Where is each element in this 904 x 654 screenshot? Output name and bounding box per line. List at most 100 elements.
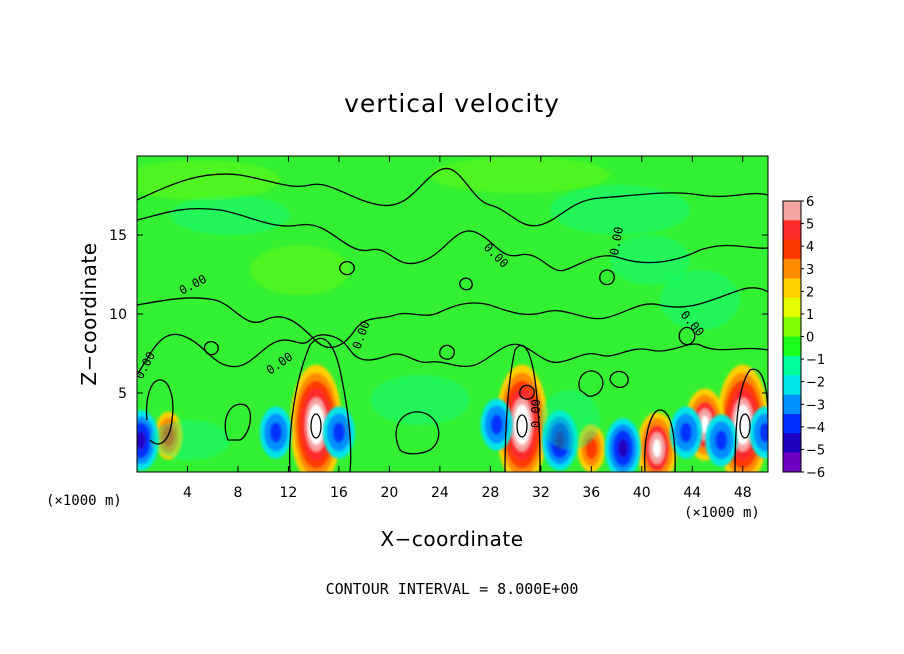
y-tick-label: 10 — [109, 307, 127, 323]
colorbar-segment — [783, 201, 801, 221]
downdraft-cell — [604, 418, 641, 472]
x-axis-label: X−coordinate — [380, 527, 523, 551]
y-axis-label: Z−coordinate — [77, 242, 101, 385]
colorbar-segment — [783, 297, 801, 318]
colorbar-segment — [783, 355, 801, 376]
contour-line — [578, 370, 604, 397]
contour-line — [439, 344, 455, 360]
colorbar-segment — [783, 220, 801, 241]
x-tick-label: 44 — [683, 485, 701, 501]
velocity-band — [652, 439, 661, 458]
contour-line — [519, 384, 535, 400]
contour-line — [145, 379, 174, 445]
contour-line — [739, 413, 751, 439]
colorbar-tick-label: −1 — [806, 353, 825, 368]
contour-line — [734, 368, 768, 472]
contour-line — [137, 207, 768, 272]
x-tick-label: 36 — [582, 485, 600, 501]
colorbar-tick-label: −6 — [806, 466, 825, 481]
downdraft-cell — [322, 406, 355, 459]
x-tick-label: 28 — [481, 485, 499, 501]
weak-updraft-patch — [430, 157, 610, 193]
contour-line — [289, 337, 352, 472]
colorbar-segment — [783, 278, 801, 299]
downdraft-cell — [259, 406, 292, 459]
weak-downdraft-patch — [550, 185, 690, 235]
contour-line — [137, 333, 768, 376]
colorbar-tick-label: 6 — [806, 195, 814, 210]
contour-line — [644, 409, 676, 472]
colorbar-segment — [783, 413, 801, 434]
weak-updraft-patch — [250, 245, 350, 295]
x-axis-ticks: 4 8 12 16 20 24 28 32 36 40 44 48 — [183, 156, 752, 501]
x-tick-label: 20 — [380, 485, 398, 501]
downdraft-cell — [705, 414, 738, 467]
contour-line — [516, 414, 528, 438]
x-tick-label: 4 — [183, 485, 192, 501]
colorbar-tick-label: 2 — [806, 285, 814, 300]
x-tick-label: 12 — [280, 485, 298, 501]
x-unit-label-right: (×1000 m) — [684, 505, 760, 521]
updraft-cell — [636, 412, 677, 472]
velocity-band — [715, 430, 728, 451]
colorbar-tick-label: 3 — [806, 263, 814, 278]
contour-line — [678, 326, 696, 346]
velocity-band — [513, 404, 530, 445]
colorbar-segment — [783, 317, 801, 337]
contour-line — [459, 277, 473, 291]
velocity-band — [332, 422, 345, 443]
x-tick-label: 40 — [633, 485, 651, 501]
weak-downdraft-patch — [170, 195, 290, 235]
y-tick-label: 5 — [118, 386, 127, 402]
x-unit-label-left: (×1000 m) — [46, 493, 122, 509]
downdraft-cell — [480, 398, 513, 451]
velocity-band — [617, 439, 628, 458]
contour-line — [609, 370, 629, 388]
colorbar-segment — [783, 375, 801, 396]
contour-line — [599, 269, 615, 286]
contour-line — [395, 411, 440, 455]
contour-line — [203, 340, 219, 356]
weak-downdraft-patch — [660, 270, 740, 330]
contour-line — [339, 260, 355, 276]
colorbar-tick-label: −5 — [806, 443, 825, 458]
velocity-band — [679, 422, 692, 443]
downdraft-cell — [749, 406, 768, 459]
colorbar-segment — [783, 239, 801, 260]
x-tick-label: 8 — [233, 485, 242, 501]
contour-lines — [137, 167, 768, 472]
x-tick-label: 24 — [431, 485, 449, 501]
colorbar-tick-label: −2 — [806, 376, 825, 391]
x-tick-label: 16 — [330, 485, 348, 501]
contour-line — [310, 413, 322, 439]
contour-line — [137, 167, 768, 227]
downdraft-cell — [137, 410, 159, 471]
colorbar-tick-label: 1 — [806, 308, 814, 323]
weak-downdraft-patch — [370, 375, 470, 425]
weak-downdraft-patch — [610, 235, 690, 285]
colorbar-segment — [783, 452, 801, 473]
velocity-band — [759, 422, 768, 443]
colorbar-tick-label: 5 — [806, 218, 814, 233]
x-tick-label: 32 — [532, 485, 550, 501]
y-axis-ticks: 5 10 15 — [109, 228, 768, 402]
chart-title: vertical velocity — [344, 89, 560, 118]
velocity-band — [490, 414, 503, 435]
colorbar-segment — [783, 394, 801, 415]
velocity-band — [137, 431, 146, 450]
weak-updraft-patch — [137, 160, 280, 200]
velocity-band — [269, 422, 282, 443]
contour-label: 0.00 — [607, 226, 626, 257]
downdraft-cell — [669, 406, 702, 459]
colorbar-tick-label: −3 — [806, 398, 825, 413]
weak-downdraft-patch — [540, 390, 600, 450]
colorbar-tick-label: −4 — [806, 421, 825, 436]
contour-line — [224, 403, 252, 441]
weak-downdraft-patch — [150, 420, 230, 460]
colorbar-tick-label: 4 — [806, 240, 814, 255]
y-tick-label: 15 — [109, 228, 127, 244]
colorbar: 6 5 4 3 2 1 0 −1 −2 −3 −4 −5 −6 — [782, 195, 825, 481]
contour-label: 0.00 — [529, 399, 543, 428]
contour-line — [137, 287, 768, 349]
colorbar-segment — [783, 433, 801, 454]
